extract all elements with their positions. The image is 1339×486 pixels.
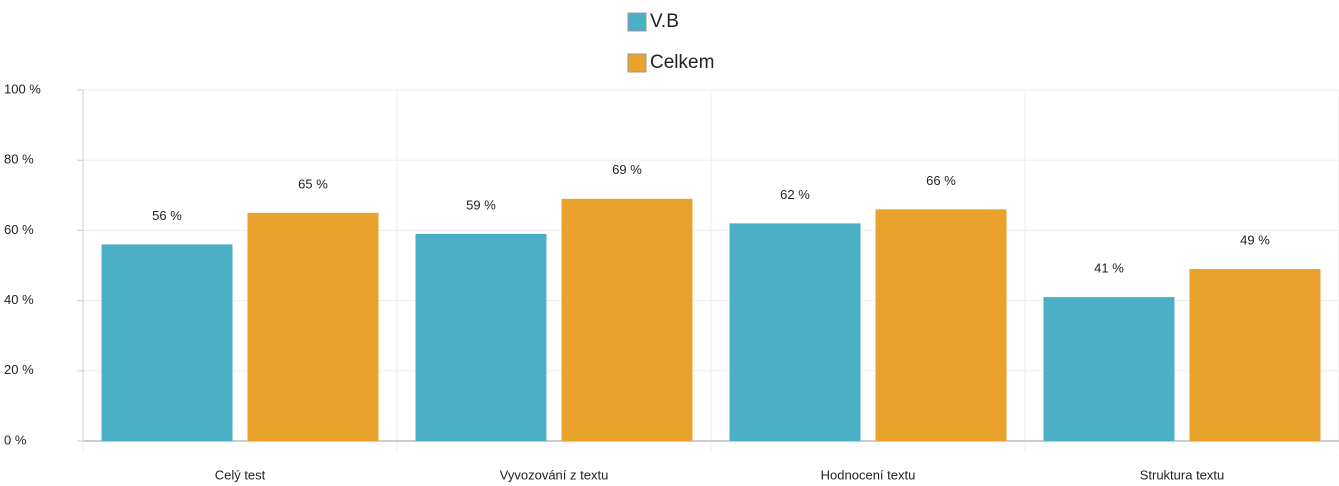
y-tick-label: 80 %: [4, 152, 34, 167]
data-label: 56 %: [152, 208, 182, 223]
y-tick-label: 100 %: [4, 81, 41, 96]
data-label: 69 %: [612, 162, 642, 177]
y-tick-label: 40 %: [4, 292, 34, 307]
data-label: 62 %: [780, 187, 810, 202]
y-tick-label: 20 %: [4, 362, 34, 377]
data-label: 49 %: [1240, 232, 1270, 247]
bar: [1043, 297, 1175, 441]
bar: [729, 223, 861, 441]
data-label: 66 %: [926, 173, 956, 188]
bar: [1189, 269, 1321, 441]
bar: [247, 212, 379, 441]
bar: [415, 233, 547, 441]
data-label: 65 %: [298, 176, 328, 191]
data-label: 59 %: [466, 197, 496, 212]
y-tick-label: 60 %: [4, 222, 34, 237]
data-label: 41 %: [1094, 261, 1124, 276]
legend-swatch: [627, 12, 647, 32]
x-tick-label: Struktura textu: [1140, 467, 1225, 482]
bar: [561, 198, 693, 441]
bar: [875, 209, 1007, 441]
bar: [101, 244, 233, 441]
y-tick-label: 0 %: [4, 432, 27, 447]
legend-label: V.B: [650, 11, 679, 32]
x-tick-label: Celý test: [215, 467, 266, 482]
legend-label: Celkem: [650, 52, 714, 73]
x-tick-label: Vyvozování z textu: [500, 467, 609, 482]
legend-swatch: [627, 53, 647, 73]
x-tick-label: Hodnocení textu: [821, 467, 916, 482]
